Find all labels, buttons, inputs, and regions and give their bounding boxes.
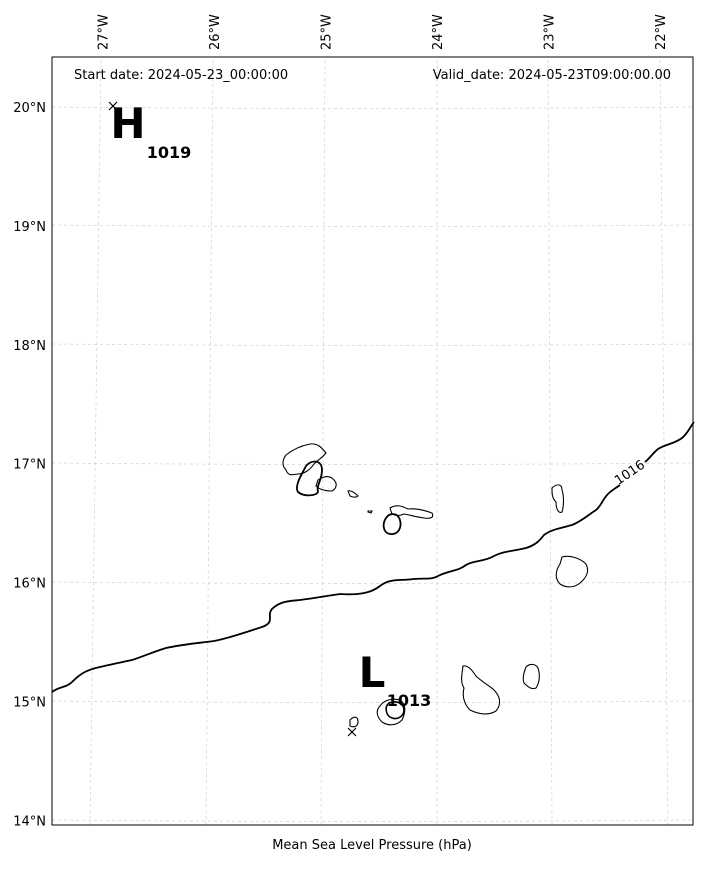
island-sal [551,484,565,513]
high-pressure-marker [108,101,118,111]
start-date-label: Start date: 2024-05-23_00:00:00 [74,68,288,83]
low-pressure-contour [385,701,405,720]
lat-tick-label: 20°N [13,101,46,116]
lat-tick-label: 18°N [13,339,46,354]
lat-tick-label: 15°N [13,696,46,711]
meridian-25w [320,56,326,826]
lat-tick-label: 14°N [13,814,46,829]
low-pressure-value: 1013 [387,691,432,710]
island-sao-vicente [315,476,337,492]
high-pressure-value: 1019 [147,143,192,162]
meridian-23w [547,56,553,826]
latitude-labels: 20°N 19°N 18°N 17°N 16°N 15°N 14°N [13,101,46,829]
parallel-14n [51,819,694,822]
parallel-20n [51,106,694,109]
parallel-18n [51,343,694,346]
island-boa-vista [555,555,589,588]
island-sao-nicolau [389,505,434,519]
island-brava [349,716,359,728]
lat-tick-label: 16°N [13,577,46,592]
parallel-16n [51,581,694,584]
valid-date-label: Valid_date: 2024-05-23T09:00:00.00 [433,68,671,83]
map-caption: Mean Sea Level Pressure (hPa) [272,838,472,853]
island-contour-1 [296,460,323,497]
longitude-labels: 27°W 26°W 25°W 24°W 23°W 22°W [97,14,670,50]
island-santiago [461,665,501,715]
lat-tick-label: 19°N [13,220,46,235]
island-santa-luzia [347,490,359,498]
lon-tick-label: 25°W [320,14,335,50]
meridian-22w [659,56,669,826]
lon-tick-label: 22°W [654,14,669,50]
parallel-17n [51,462,694,465]
lon-tick-label: 26°W [208,14,223,50]
isobar-label-1016: 1016 [612,458,648,489]
lat-tick-label: 17°N [13,458,46,473]
lon-tick-label: 27°W [97,14,112,50]
island-contour-2 [382,513,402,535]
coastlines [282,443,589,728]
meridian-27w [89,56,102,826]
isobar-1016-line-east [644,421,695,463]
lon-tick-label: 24°W [431,14,446,50]
meridian-26w [205,56,214,826]
low-pressure-marker [347,727,357,737]
low-pressure-symbol: L [359,648,386,697]
island-maio [522,663,540,690]
graticule [51,56,694,826]
parallel-15n [51,700,694,703]
map-frame [51,56,694,826]
lon-tick-label: 23°W [543,14,558,50]
island-fogo [376,698,406,726]
isobar-1016-line [51,484,621,693]
island-santo-antao [282,443,327,476]
island-razo [367,510,373,514]
high-pressure-symbol: H [110,99,145,148]
parallel-19n [51,224,694,227]
